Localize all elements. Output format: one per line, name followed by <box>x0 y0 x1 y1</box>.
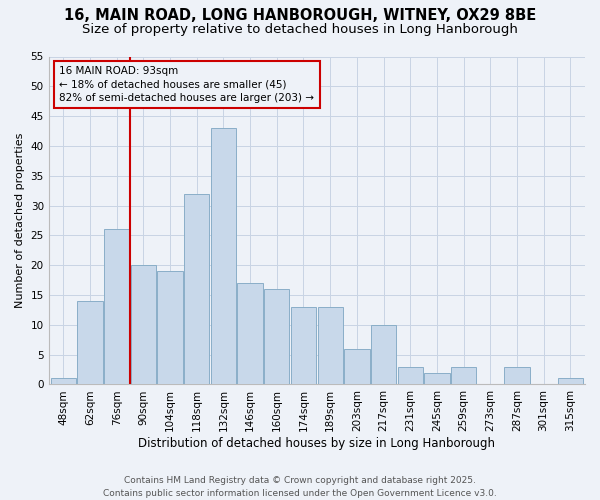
Text: 16, MAIN ROAD, LONG HANBOROUGH, WITNEY, OX29 8BE: 16, MAIN ROAD, LONG HANBOROUGH, WITNEY, … <box>64 8 536 22</box>
Bar <box>211 128 236 384</box>
Bar <box>104 230 130 384</box>
Bar <box>238 283 263 384</box>
Bar <box>184 194 209 384</box>
Bar <box>157 271 183 384</box>
X-axis label: Distribution of detached houses by size in Long Hanborough: Distribution of detached houses by size … <box>139 437 496 450</box>
Bar <box>291 307 316 384</box>
Bar <box>451 366 476 384</box>
Bar <box>398 366 423 384</box>
Bar <box>264 289 289 384</box>
Y-axis label: Number of detached properties: Number of detached properties <box>15 133 25 308</box>
Text: Size of property relative to detached houses in Long Hanborough: Size of property relative to detached ho… <box>82 22 518 36</box>
Bar <box>504 366 530 384</box>
Bar <box>131 265 156 384</box>
Text: 16 MAIN ROAD: 93sqm
← 18% of detached houses are smaller (45)
82% of semi-detach: 16 MAIN ROAD: 93sqm ← 18% of detached ho… <box>59 66 314 102</box>
Bar <box>77 301 103 384</box>
Bar <box>50 378 76 384</box>
Bar <box>424 372 449 384</box>
Bar <box>344 348 370 384</box>
Bar <box>371 325 396 384</box>
Bar <box>557 378 583 384</box>
Text: Contains HM Land Registry data © Crown copyright and database right 2025.
Contai: Contains HM Land Registry data © Crown c… <box>103 476 497 498</box>
Bar <box>317 307 343 384</box>
